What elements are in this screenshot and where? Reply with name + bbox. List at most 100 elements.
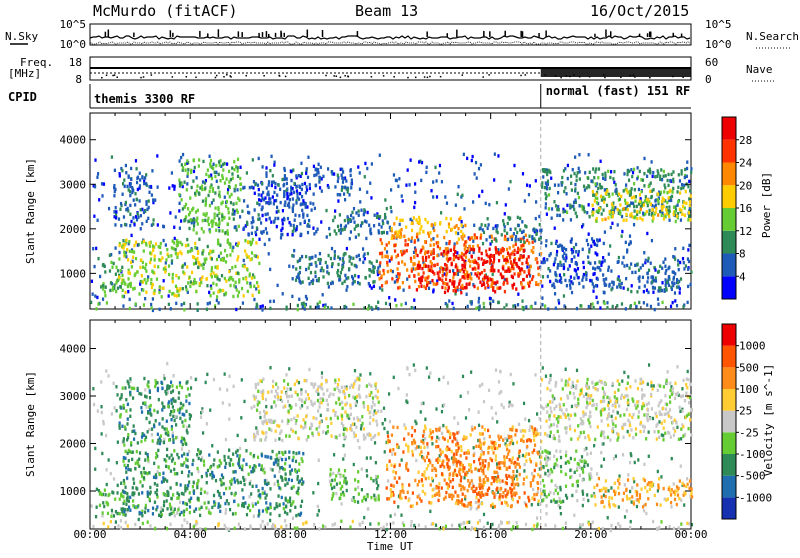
velocity-scatter-cell [496, 462, 498, 465]
power-region-cell [147, 217, 149, 220]
velocity-region-cell [141, 410, 143, 413]
power-region-cell [137, 212, 139, 215]
power-region-cell [236, 228, 238, 231]
nave-label: Nave [746, 63, 773, 76]
velocity-region-cell [277, 463, 279, 466]
power-ground-cell [285, 307, 287, 310]
power-ground-cell [525, 305, 527, 308]
power-region-cell [547, 179, 549, 182]
velocity-region-cell [156, 484, 158, 487]
power-region-cell [344, 280, 346, 283]
power-region-cell [563, 247, 565, 250]
power-scatter-cell [208, 291, 210, 294]
velocity-region-cell [172, 457, 174, 460]
power-region-cell [265, 171, 267, 174]
power-region-cell [239, 177, 241, 180]
power-region-cell [655, 279, 657, 282]
power-region-cell [587, 255, 589, 258]
power-region-cell [553, 282, 555, 285]
power-region-cell [318, 180, 320, 183]
power-scatter-cell [102, 297, 104, 300]
power-scatter-cell [236, 188, 238, 191]
velocity-scatter-cell [610, 529, 612, 532]
velocity-scatter-cell [205, 381, 207, 384]
velocity-region-cell [187, 465, 189, 468]
velocity-region-cell [240, 481, 242, 484]
power-region-cell [684, 168, 686, 171]
power-region-cell [367, 252, 369, 255]
power-region-cell [179, 182, 181, 185]
power-region-cell [128, 174, 130, 177]
power-scatter-cell [581, 225, 583, 228]
power-region-cell [310, 271, 312, 274]
power-scatter-cell [433, 288, 435, 291]
velocity-region-cell [172, 493, 174, 496]
velocity-region-cell [373, 413, 375, 416]
velocity-region-cell [107, 503, 109, 506]
power-region-cell [424, 218, 426, 221]
power-scatter-cell [261, 165, 263, 168]
power-colorbar-tick-label: 24 [739, 157, 753, 170]
velocity-scatter-cell [436, 436, 438, 439]
power-region-cell [491, 235, 493, 238]
power-region-cell [276, 193, 278, 196]
power-scatter-cell [538, 215, 540, 218]
power-region-cell [138, 292, 140, 295]
power-scatter-cell [268, 252, 270, 255]
velocity-region-cell [198, 457, 200, 460]
velocity-scatter-cell [473, 446, 475, 449]
power-region-cell [506, 248, 508, 251]
power-region-cell [115, 206, 117, 209]
velocity-scatter-cell [206, 491, 208, 494]
velocity-region-cell [170, 380, 172, 383]
power-region-cell [233, 217, 235, 220]
power-region-cell [604, 175, 606, 178]
power-region-cell [189, 250, 191, 253]
power-region-cell [281, 218, 283, 221]
power-region-cell [184, 205, 186, 208]
velocity-scatter-cell [573, 514, 575, 517]
power-region-cell [350, 182, 352, 185]
power-region-cell [541, 284, 543, 287]
power-region-cell [523, 249, 525, 252]
velocity-scatter-cell [318, 459, 320, 462]
power-region-cell [610, 288, 612, 291]
velocity-region-cell [141, 475, 143, 478]
power-scatter-cell [674, 299, 676, 302]
power-region-cell [618, 192, 620, 195]
velocity-scatter-cell [596, 472, 598, 475]
power-region-cell [627, 208, 629, 211]
power-region-cell [267, 212, 269, 215]
velocity-scatter-cell [278, 470, 280, 473]
power-scatter-cell [602, 273, 604, 276]
power-region-cell [265, 227, 267, 230]
power-region-cell [487, 284, 489, 287]
power-scatter-cell [349, 237, 351, 240]
velocity-scatter-cell [495, 368, 497, 371]
power-region-cell [628, 170, 630, 173]
power-region-cell [685, 190, 687, 193]
power-region-cell [284, 169, 286, 172]
power-region-cell [175, 274, 177, 277]
power-region-cell [201, 275, 203, 278]
nave-dot [555, 75, 557, 77]
power-region-cell [400, 228, 402, 231]
velocity-scatter-cell [143, 377, 145, 380]
power-region-cell [142, 288, 144, 291]
power-region-cell [198, 164, 200, 167]
power-region-cell [216, 258, 218, 261]
velocity-scatter-cell [648, 430, 650, 433]
nave-dot [604, 77, 606, 79]
power-scatter-cell [550, 177, 552, 180]
power-region-cell [414, 262, 416, 265]
power-scatter-cell [563, 294, 565, 297]
power-region-cell [538, 273, 540, 276]
velocity-region-cell [145, 504, 147, 507]
power-region-cell [195, 281, 197, 284]
velocity-scatter-cell [358, 446, 360, 449]
power-region-cell [526, 239, 528, 242]
power-region-cell [481, 252, 483, 255]
velocity-scatter-cell [369, 522, 371, 525]
power-region-cell [677, 186, 679, 189]
power-scatter-cell [606, 306, 608, 309]
